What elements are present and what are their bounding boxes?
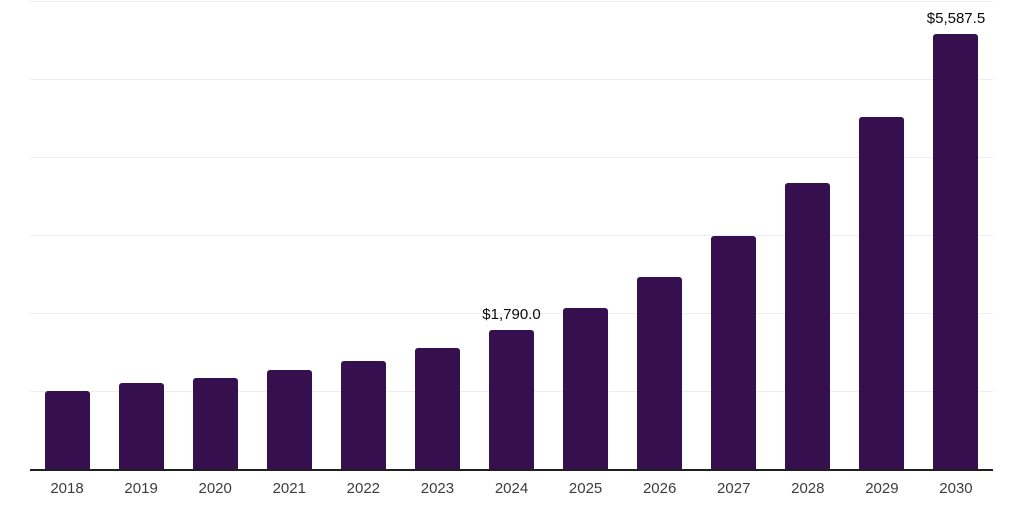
bar-slot-2026 bbox=[623, 2, 697, 470]
bar-slot-2027 bbox=[697, 2, 771, 470]
bar-2030 bbox=[933, 34, 979, 470]
bar-2018 bbox=[44, 390, 90, 470]
gridline-3000 bbox=[30, 235, 993, 236]
x-tick-label-2024: 2024 bbox=[494, 480, 529, 497]
bar-2021 bbox=[266, 369, 312, 470]
bar-slot-2025 bbox=[549, 2, 623, 470]
x-tick-label-2025: 2025 bbox=[568, 480, 603, 497]
gridline-5000 bbox=[30, 79, 993, 80]
data-label-2030: $5,587.5 bbox=[926, 10, 986, 28]
x-tick-label-2021: 2021 bbox=[272, 480, 306, 497]
gridline-6000 bbox=[30, 1, 993, 2]
x-tick-label-2022: 2022 bbox=[346, 480, 381, 497]
x-tick-label-2018: 2018 bbox=[50, 480, 84, 497]
x-tick-label-2023: 2023 bbox=[420, 480, 455, 497]
bar-slot-2018 bbox=[30, 2, 104, 470]
x-axis-line bbox=[30, 469, 993, 471]
x-tick-label-2029: 2029 bbox=[865, 480, 899, 497]
bars-row: $1,790.0 $5,587.5 bbox=[30, 2, 993, 470]
bar-2025 bbox=[563, 307, 609, 470]
bar-slot-2024: $1,790.0 bbox=[474, 2, 548, 470]
x-axis-labels: 2018 2019 2020 2021 2022 2023 2024 2025 2026 2027… bbox=[30, 480, 993, 498]
bar-2024 bbox=[489, 330, 534, 470]
x-tick-label-2020: 2020 bbox=[198, 480, 232, 497]
plot-area: $1,790.0 $5,587.5 bbox=[30, 1, 993, 471]
bar-slot-2022 bbox=[326, 2, 400, 470]
x-tick-label-2030: 2030 bbox=[939, 480, 973, 497]
bar-2028 bbox=[785, 183, 831, 470]
gridline-2000 bbox=[30, 313, 993, 315]
bar-slot-2029 bbox=[845, 2, 919, 470]
bar-2026 bbox=[637, 276, 683, 470]
x-tick-label-2028: 2028 bbox=[791, 480, 825, 497]
x-tick-label-2027: 2027 bbox=[717, 480, 751, 497]
bar-slot-2028 bbox=[771, 2, 845, 470]
bar-slot-2021 bbox=[252, 2, 326, 470]
data-label-2024: $1,790.0 bbox=[482, 306, 541, 324]
bar-2029 bbox=[859, 117, 905, 470]
x-tick-label-2019: 2019 bbox=[124, 480, 158, 497]
bar-2023 bbox=[414, 347, 460, 470]
x-tick-label-2026: 2026 bbox=[642, 480, 677, 497]
gridline-4000 bbox=[30, 157, 993, 159]
bar-slot-2020 bbox=[178, 2, 252, 470]
bar-2019 bbox=[118, 383, 164, 470]
bar-2020 bbox=[192, 378, 238, 470]
bar-slot-2030: $5,587.5 bbox=[919, 2, 993, 470]
bar-slot-2019 bbox=[104, 2, 178, 470]
bar-2022 bbox=[340, 360, 386, 470]
bar-slot-2023 bbox=[400, 2, 474, 470]
bar-2027 bbox=[711, 235, 757, 470]
